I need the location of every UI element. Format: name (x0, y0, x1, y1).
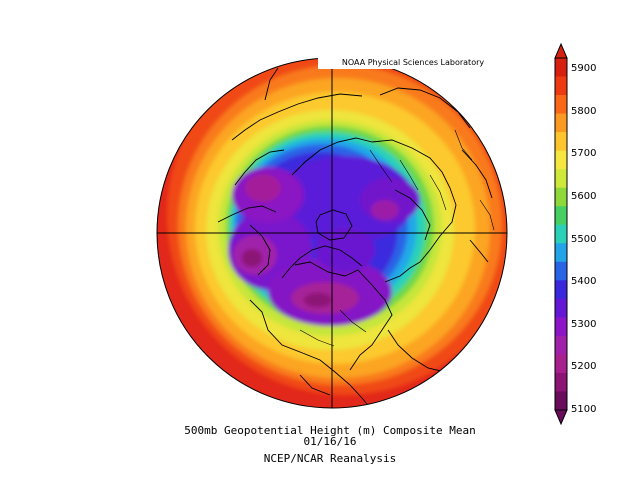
colorbar-swatch (555, 224, 567, 244)
colorbar-tick-label: 5400 (571, 276, 597, 288)
colorbar-swatch (555, 372, 567, 392)
political-borders (299, 129, 495, 347)
colorbar-tick-label: 5200 (571, 361, 597, 373)
colorbar-swatch (555, 335, 567, 355)
colorbar-max-extension (554, 42, 568, 59)
coastlines (217, 67, 493, 408)
colorbar-swatch (555, 354, 567, 374)
map-title: 500mb Geopotential Height (m) Composite … (184, 424, 476, 437)
colorbar-swatch (555, 317, 567, 337)
colorbar-swatch (555, 95, 567, 115)
graticule-lines (157, 58, 507, 408)
colorbar-tick-label: 5800 (571, 105, 597, 117)
map-date: 01/16/16 (303, 435, 357, 448)
colorbar-swatch (555, 150, 567, 170)
colorbar-tick-label: 5500 (571, 233, 597, 245)
colorbar-tick-label: 5600 (571, 190, 597, 202)
colorbar-tick-label: 5100 (571, 404, 597, 415)
colorbar-tick-label: 5900 (571, 63, 597, 74)
colorbar-swatch (555, 391, 567, 411)
credit-label: NOAA Physical Sciences Laboratory (318, 57, 508, 69)
colorbar-swatch (555, 280, 567, 300)
colorbar-swatch (555, 113, 567, 133)
colorbar-min-extension (554, 409, 568, 426)
colorbar-swatch (555, 132, 567, 152)
colorbar-swatch (555, 187, 567, 207)
colorbar-swatch (555, 298, 567, 318)
colorbar-tick-label: 5300 (571, 318, 597, 330)
colorbar-swatch (555, 76, 567, 96)
colorbar-swatch (555, 243, 567, 263)
map-source: NCEP/NCAR Reanalysis (263, 452, 397, 465)
colorbar-swatch (555, 58, 567, 78)
colorbar-tick-label: 5700 (571, 148, 597, 160)
colorbar-swatch (555, 261, 567, 281)
colorbar-swatch (555, 169, 567, 189)
colorbar-swatch (555, 206, 567, 226)
colorbar (554, 42, 568, 426)
height-field (157, 58, 507, 408)
